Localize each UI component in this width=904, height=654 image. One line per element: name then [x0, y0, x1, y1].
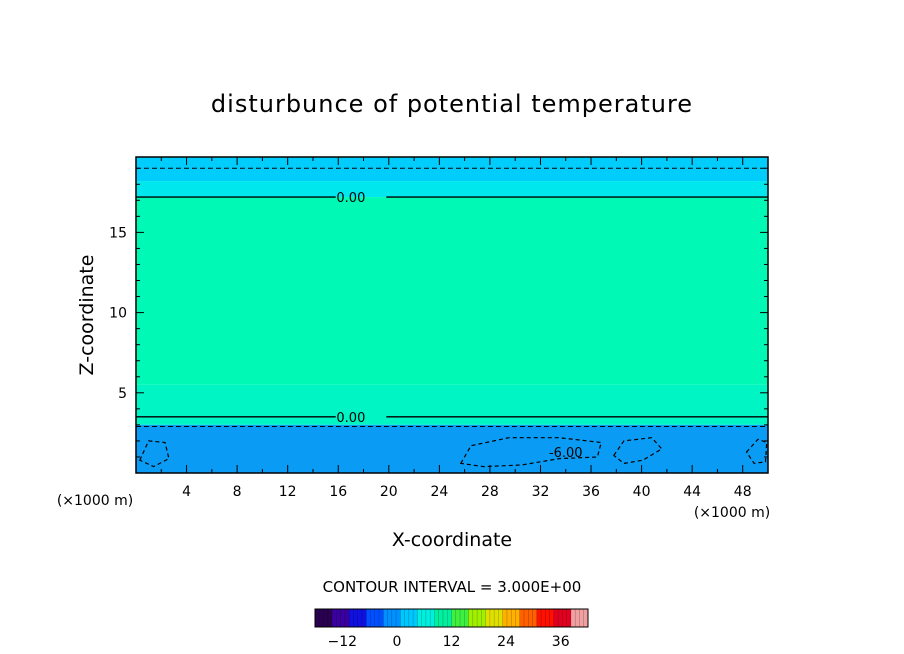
contour-line-negative — [459, 437, 602, 468]
contour-interval-text: CONTOUR INTERVAL = 3.000E+00 — [323, 578, 582, 596]
contour-band — [136, 157, 768, 182]
x-tick-label: 40 — [633, 484, 651, 500]
contour-band — [136, 384, 768, 425]
x-tick-label: 16 — [329, 484, 347, 500]
colorbar-swatch — [366, 609, 384, 627]
colorbar-tick-label: 36 — [552, 634, 570, 650]
x-axis-label: X-coordinate — [392, 529, 512, 551]
colorbar-swatch — [417, 609, 435, 627]
contour-label: -6.00 — [549, 446, 583, 461]
plot-frame — [135, 156, 769, 474]
colorbar-swatch — [400, 609, 418, 627]
colorbar-swatch — [383, 609, 401, 627]
colorbar-tick-label: 0 — [392, 634, 401, 650]
y-tick-label: 10 — [109, 306, 127, 322]
x-unit-left: (×1000 m) — [57, 493, 133, 509]
colorbar-tick-label: −12 — [328, 634, 358, 650]
colorbar-swatch — [502, 609, 521, 627]
colorbar-swatch — [451, 609, 470, 627]
y-axis: 5 10 15 — [109, 167, 768, 458]
colorbar-ticks: −12 0 12 24 36 — [328, 634, 570, 650]
x-tick-label: 36 — [582, 484, 600, 500]
x-axis: 4 8 12 16 20 24 28 32 36 40 44 48 — [160, 157, 752, 500]
colorbar-swatch — [468, 609, 487, 627]
x-unit-right: (×1000 m) — [694, 505, 770, 521]
colorbar-tick-label: 24 — [497, 634, 515, 650]
contour-label: 0.00 — [336, 191, 365, 206]
colorbar-swatch — [434, 609, 452, 627]
x-tick-label: 20 — [380, 484, 398, 500]
colorbar-swatch — [485, 609, 504, 627]
colorbar-swatch — [570, 609, 589, 627]
x-tick-label: 44 — [683, 484, 701, 500]
y-tick-label: 15 — [109, 225, 127, 241]
colorbar-swatch — [332, 609, 350, 627]
x-tick-label: 32 — [532, 484, 550, 500]
colorbar-swatch — [553, 609, 572, 627]
contour-line-negative — [745, 438, 768, 465]
y-axis-label: Z-coordinate — [76, 255, 98, 376]
chart-title: disturbunce of potential temperature — [211, 90, 693, 118]
contour-band — [136, 181, 768, 198]
x-tick-label: 48 — [734, 484, 752, 500]
x-tick-label: 28 — [481, 484, 499, 500]
contour-band — [136, 197, 768, 385]
contour-line-negative — [139, 440, 170, 468]
colorbar-swatch — [536, 609, 555, 627]
x-tick-label: 24 — [430, 484, 448, 500]
contour-label: 0.00 — [336, 411, 365, 426]
colorbar — [314, 608, 589, 628]
x-tick-label: 12 — [279, 484, 297, 500]
colorbar-swatch — [315, 609, 333, 627]
y-tick-label: 5 — [118, 386, 127, 402]
colorbar-frame — [314, 608, 589, 628]
x-tick-label: 8 — [233, 484, 242, 500]
contour-line-negative — [612, 437, 663, 465]
colorbar-tick-label: 12 — [443, 634, 461, 650]
colorbar-swatch — [519, 609, 538, 627]
contour-band — [136, 424, 768, 473]
plot-area: 0.00 0.00 -6.00 — [135, 156, 769, 474]
colorbar-swatch — [349, 609, 367, 627]
x-tick-label: 4 — [182, 484, 191, 500]
